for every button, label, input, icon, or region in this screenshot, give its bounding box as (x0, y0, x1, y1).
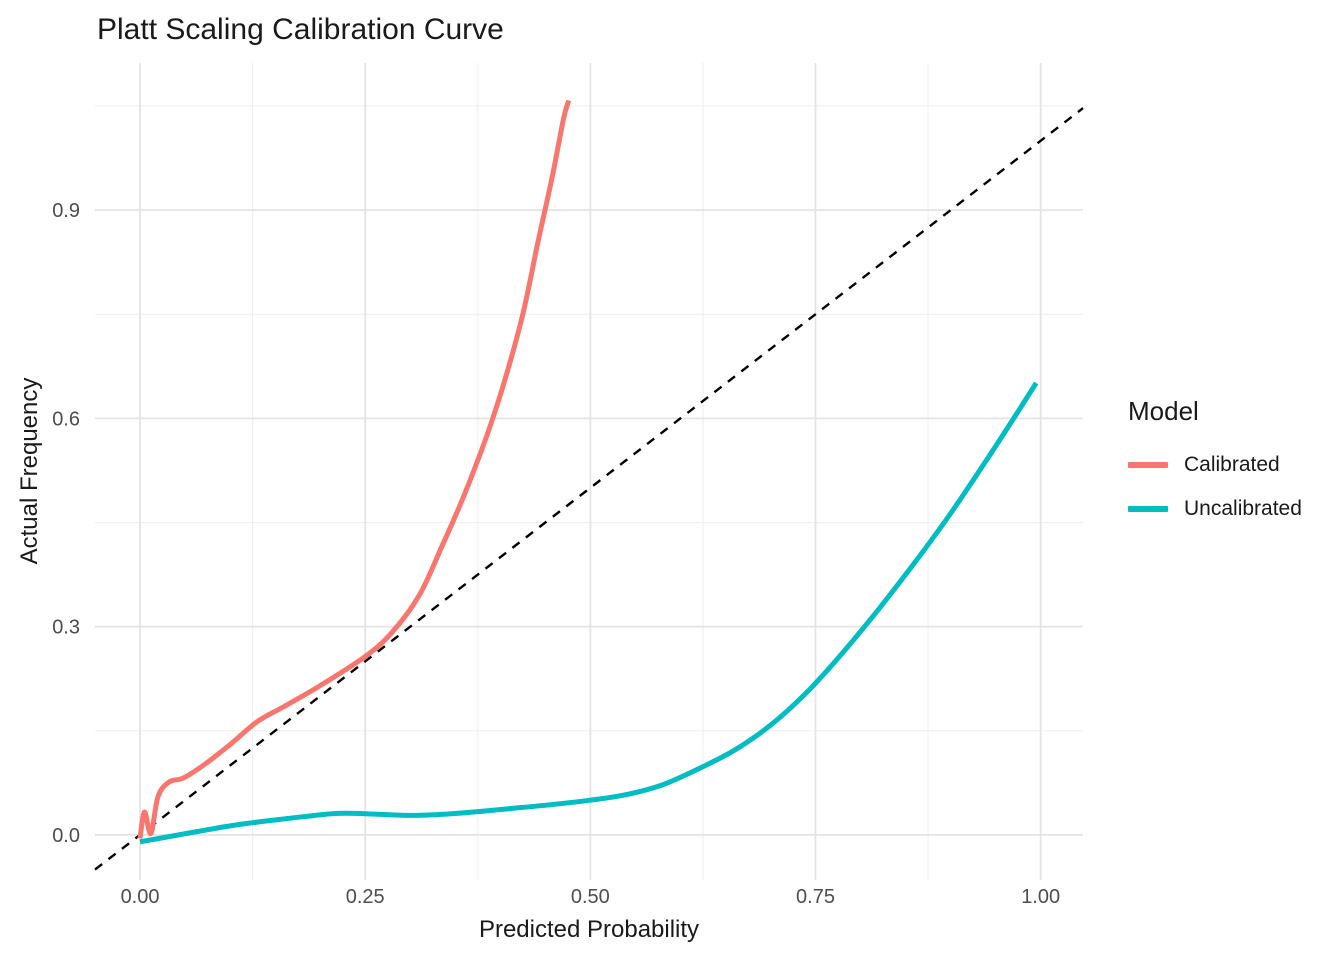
calibrated-curve (137, 99, 572, 839)
x-tick-label: 0.75 (796, 886, 835, 908)
y-axis-title: Actual Frequency (16, 377, 43, 565)
y-tick-label: 0.9 (52, 200, 80, 222)
identity-reference-line (94, 107, 1084, 871)
plot-title: Platt Scaling Calibration Curve (97, 13, 504, 46)
uncalibrated-curve (139, 381, 1039, 845)
y-tick-label: 0.3 (52, 617, 80, 639)
x-tick-label: 0.50 (571, 886, 610, 908)
x-tick-label: 0.25 (346, 886, 385, 908)
x-tick-label: 0.00 (121, 886, 160, 908)
legend-label: Uncalibrated (1184, 497, 1302, 520)
legend-item-calibrated: Calibrated (1128, 443, 1302, 487)
legend-label: Calibrated (1184, 453, 1280, 476)
legend-items: Calibrated Uncalibrated (1128, 443, 1302, 531)
legend-title: Model (1128, 396, 1199, 426)
y-tick-label: 0.0 (52, 825, 80, 847)
legend: Model Calibrated Uncalibrated (1128, 395, 1302, 531)
legend-item-uncalibrated: Uncalibrated (1128, 487, 1302, 531)
y-tick-label: 0.6 (52, 408, 80, 430)
legend-key-line (1128, 462, 1168, 468)
x-axis-title: Predicted Probability (478, 916, 700, 943)
x-tick-label: 1.00 (1021, 886, 1060, 908)
legend-key-line (1128, 506, 1168, 512)
